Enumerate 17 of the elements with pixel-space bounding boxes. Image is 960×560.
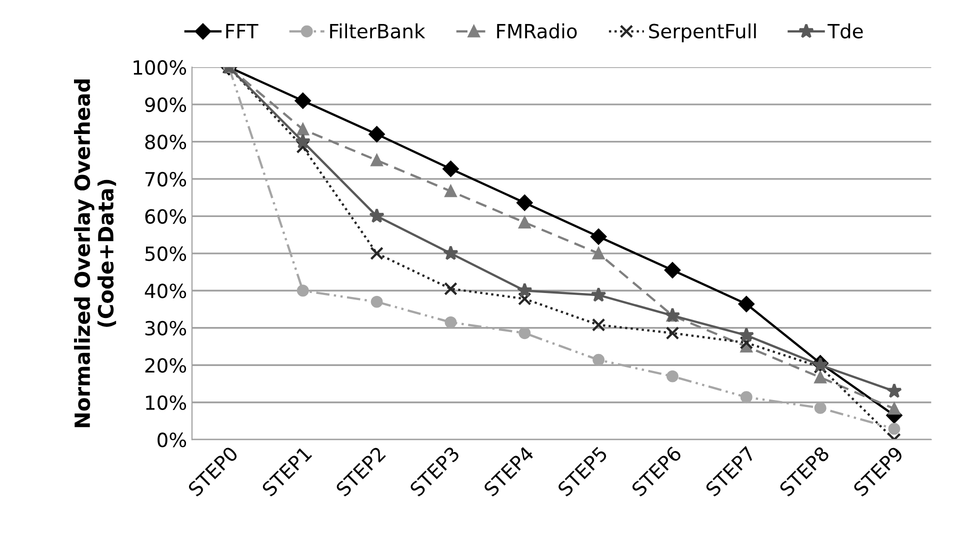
y-tick-label: 0% bbox=[158, 432, 186, 448]
y-tick-label: 70% bbox=[146, 172, 186, 187]
y-axis-title: Normalized Overlay Overhead (Code+Data) bbox=[74, 80, 116, 428]
y-tick-label: 10% bbox=[146, 395, 186, 410]
legend-label: FMRadio bbox=[497, 23, 577, 38]
legend-label: FilterBank bbox=[330, 23, 426, 38]
y-tick-label: 50% bbox=[145, 246, 186, 262]
y-tick-label: 30% bbox=[145, 320, 186, 336]
legend-label: FFT bbox=[226, 24, 258, 38]
legend-label: Tde bbox=[828, 23, 863, 38]
y-tick-label: 60% bbox=[145, 209, 186, 224]
y-tick-label: 100% bbox=[134, 60, 186, 75]
y-tick-label: 40% bbox=[144, 284, 186, 298]
legend-label: SerpentFull bbox=[649, 23, 756, 42]
y-tick-label: 90% bbox=[145, 97, 186, 112]
y-tick-label: 80% bbox=[145, 134, 186, 150]
y-tick-label: 20% bbox=[145, 358, 186, 373]
